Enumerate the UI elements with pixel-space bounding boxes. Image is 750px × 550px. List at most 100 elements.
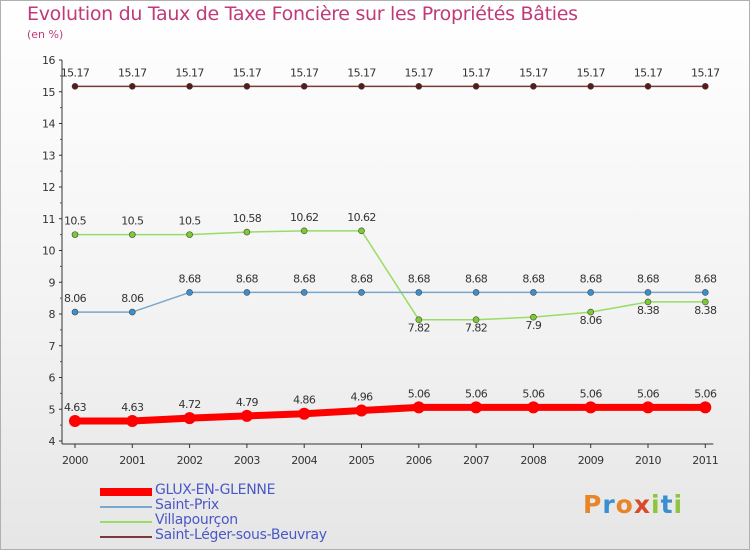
data-label: 10.5	[179, 215, 202, 228]
data-point	[587, 308, 595, 316]
data-point	[300, 227, 308, 235]
y-tick-label: 8	[49, 308, 56, 321]
data-point	[527, 401, 540, 414]
series-line	[75, 291, 706, 313]
data-label: 8.68	[179, 272, 202, 285]
y-tick-label: 6	[49, 372, 56, 385]
y-tick-label: 16	[42, 54, 55, 67]
data-point	[530, 289, 537, 296]
data-label: 15.17	[233, 66, 262, 79]
data-point	[415, 289, 423, 296]
y-tick-label: 14	[42, 118, 55, 131]
data-label: 15.17	[175, 66, 204, 79]
data-point	[358, 83, 365, 90]
data-label: 8.68	[408, 272, 431, 285]
data-label: 4.86	[293, 394, 316, 407]
data-label: 10.62	[347, 211, 376, 224]
y-tick-label: 10	[42, 245, 55, 258]
x-tick-label: 2004	[291, 454, 317, 467]
data-point	[240, 409, 253, 422]
data-label: 5.06	[522, 387, 545, 400]
data-point	[472, 289, 480, 296]
data-label: 5.06	[694, 387, 717, 400]
data-point	[186, 83, 193, 90]
data-point	[587, 83, 595, 90]
y-tick-label: 4	[49, 435, 56, 448]
logo-letter: o	[615, 490, 634, 519]
logo-letter: i	[651, 490, 661, 519]
x-tick-label: 2011	[692, 454, 718, 467]
data-label: 4.63	[121, 401, 144, 414]
data-label: 15.17	[61, 66, 90, 79]
data-point	[243, 83, 251, 90]
data-label: 15.17	[634, 66, 663, 79]
data-point	[300, 83, 308, 90]
data-label: 8.38	[694, 304, 717, 317]
data-point	[300, 289, 308, 296]
x-tick-label: 2003	[234, 454, 260, 467]
data-label: 10.62	[290, 211, 319, 224]
data-label: 8.68	[236, 272, 259, 285]
data-label: 15.17	[576, 66, 605, 79]
data-point	[472, 316, 480, 324]
legend-swatch	[100, 488, 152, 496]
y-tick-label: 13	[42, 149, 55, 162]
y-tick-label: 7	[49, 340, 56, 353]
series-line	[75, 230, 706, 321]
legend-swatch	[100, 506, 152, 508]
data-point	[71, 231, 79, 238]
data-label: 15.17	[405, 66, 434, 79]
x-tick-label: 2006	[406, 454, 432, 467]
data-label: 7.9	[526, 319, 542, 332]
data-label: 15.17	[118, 66, 147, 79]
data-label: 7.82	[465, 322, 487, 335]
y-tick-label: 11	[42, 213, 55, 226]
data-label: 15.17	[347, 66, 376, 79]
data-point	[129, 231, 136, 238]
data-point	[243, 228, 251, 236]
logo-letter: P	[583, 490, 603, 519]
data-label: 4.72	[179, 398, 201, 411]
data-point	[358, 227, 365, 235]
logo-letter: r	[602, 490, 616, 519]
data-point	[642, 401, 654, 414]
data-label: 8.68	[580, 272, 603, 285]
data-point	[699, 401, 712, 414]
y-unit-label: (en %)	[27, 28, 64, 41]
data-label: 4.63	[64, 401, 87, 414]
data-point	[355, 404, 368, 417]
x-tick-label: 2005	[349, 454, 375, 467]
data-label: 15.17	[462, 66, 491, 79]
legend-label: Saint-Prix	[155, 497, 219, 513]
data-label: 8.68	[465, 272, 488, 285]
data-point	[584, 401, 597, 414]
data-point	[186, 231, 193, 238]
logo-letter: x	[633, 490, 651, 519]
data-point	[530, 313, 537, 321]
legend-label: GLUX-EN-GLENNE	[155, 482, 276, 498]
data-label: 8.38	[637, 304, 660, 317]
x-tick-label: 2000	[62, 454, 88, 467]
data-point	[587, 289, 595, 296]
data-label: 5.06	[580, 387, 603, 400]
data-label: 7.82	[408, 322, 430, 335]
y-tick-label: 9	[49, 276, 56, 289]
y-tick-label: 15	[42, 86, 55, 99]
data-label: 10.58	[233, 212, 262, 225]
data-point	[415, 316, 423, 324]
x-tick-label: 2001	[119, 454, 145, 467]
legend-swatch	[100, 536, 152, 538]
y-tick-label: 12	[42, 181, 55, 194]
data-label: 15.17	[290, 66, 319, 79]
x-tick-label: 2009	[578, 454, 604, 467]
data-point	[701, 289, 709, 296]
x-tick-label: 2002	[177, 454, 203, 467]
chart-title: Evolution du Taux de Taxe Foncière sur l…	[27, 3, 578, 25]
data-point	[644, 289, 652, 296]
x-tick-label: 2007	[463, 454, 489, 467]
data-label: 4.96	[350, 391, 373, 404]
data-point	[358, 289, 365, 296]
data-label: 8.68	[694, 272, 717, 285]
